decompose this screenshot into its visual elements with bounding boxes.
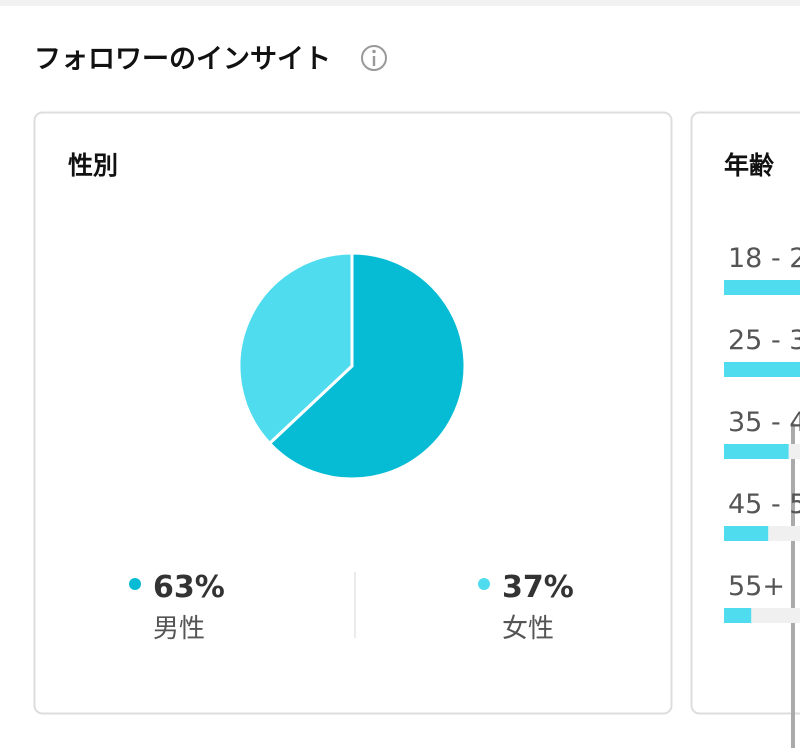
bar bbox=[724, 608, 752, 623]
age-label: 45 - 5 bbox=[728, 489, 800, 520]
bar bbox=[724, 280, 800, 295]
pie-slice bbox=[237, 251, 354, 445]
info-icon[interactable] bbox=[361, 45, 387, 71]
legend-value: 37% bbox=[502, 570, 574, 605]
legend-label: 女性 bbox=[502, 614, 554, 644]
page-title: フォロワーのインサイト bbox=[34, 44, 331, 75]
card-title: 性別 bbox=[68, 151, 118, 180]
age-label: 55+ bbox=[728, 571, 785, 602]
bar bbox=[724, 526, 769, 541]
legend-value: 63% bbox=[153, 570, 225, 605]
legend-dot bbox=[129, 578, 141, 590]
bar bbox=[724, 444, 789, 459]
age-label: 35 - 4 bbox=[728, 407, 800, 438]
age-label: 25 - 3 bbox=[728, 325, 800, 356]
legend-label: 男性 bbox=[153, 614, 205, 644]
bar bbox=[724, 362, 800, 377]
card-title: 年齢 bbox=[724, 151, 774, 180]
top-band bbox=[0, 0, 800, 6]
pie-slice bbox=[268, 251, 467, 481]
legend-dot bbox=[478, 578, 490, 590]
age-label: 18 - 2 bbox=[728, 243, 800, 274]
